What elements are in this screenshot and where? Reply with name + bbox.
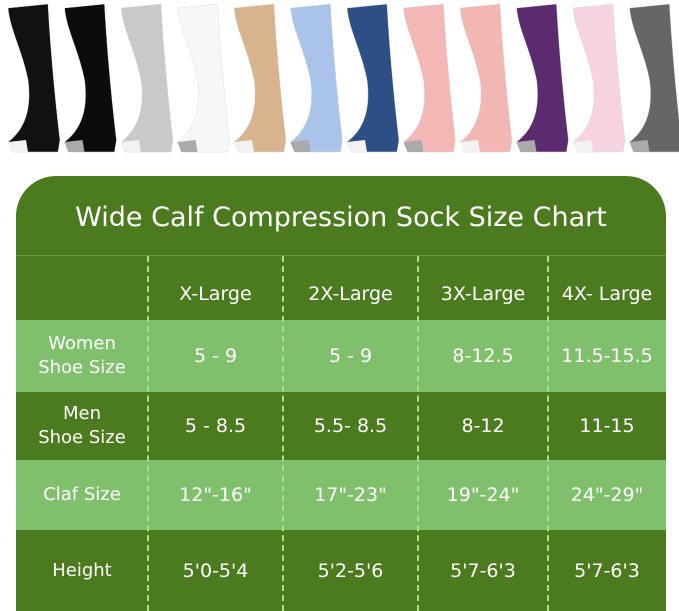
sock bbox=[64, 3, 117, 153]
sock-toe bbox=[8, 140, 28, 152]
sock-toe bbox=[234, 140, 254, 152]
col-header: 3X-Large bbox=[440, 283, 526, 305]
sock-toe bbox=[347, 140, 367, 152]
sock bbox=[403, 3, 456, 153]
sock-toe bbox=[403, 140, 424, 152]
table-cell: 24"-29" bbox=[570, 484, 644, 506]
sock-toe bbox=[573, 140, 593, 152]
row-label-line: Men bbox=[62, 403, 101, 424]
table-cell: 5.5- 8.5 bbox=[313, 415, 388, 437]
row-label-line: Shoe Size bbox=[38, 357, 126, 378]
socks-product-photo bbox=[7, 3, 679, 153]
col-header: 2X-Large bbox=[308, 283, 393, 305]
sock-toe bbox=[516, 140, 537, 152]
sock bbox=[346, 3, 400, 153]
sock-toe bbox=[121, 140, 141, 152]
table-cell: 5'0-5'4 bbox=[182, 559, 249, 582]
sock-toe bbox=[64, 140, 85, 152]
col-header: 4X- Large bbox=[561, 283, 653, 305]
table-row: Men Shoe Size 5 - 8.5 5.5- 8.5 8-12 11-15 bbox=[16, 392, 666, 460]
sock-toe bbox=[460, 140, 480, 152]
table-row: Claf Size 12"-16" 17"-23" 19"-24" 24"-29" bbox=[16, 460, 666, 530]
table-cell: 8-12.5 bbox=[452, 345, 514, 367]
sock bbox=[7, 3, 61, 153]
table-cell: 12"-16" bbox=[179, 484, 252, 506]
row-label: Height bbox=[16, 530, 148, 611]
sock bbox=[120, 3, 174, 153]
row-label-line: Claf Size bbox=[43, 484, 121, 505]
table-cell: 11-15 bbox=[579, 415, 635, 437]
sock bbox=[629, 3, 679, 153]
sock bbox=[177, 3, 230, 153]
sock bbox=[290, 3, 343, 153]
sock bbox=[572, 3, 626, 153]
row-label-line: Women bbox=[48, 333, 116, 354]
table-cell: 5 - 9 bbox=[328, 345, 373, 367]
header-row: X-Large 2X-Large 3X-Large 4X- Large bbox=[16, 256, 666, 320]
row-label-line: Shoe Size bbox=[38, 427, 126, 448]
row-label: Women Shoe Size bbox=[16, 320, 148, 392]
sock-toe bbox=[629, 140, 650, 152]
table-cell: 8-12 bbox=[461, 415, 505, 437]
table-cell: 11.5-15.5 bbox=[561, 345, 653, 367]
table-cell: 5 - 9 bbox=[193, 345, 238, 367]
table-row: Height 5'0-5'4 5'2-5'6 5'7-6'3 5'7-6'3 bbox=[16, 530, 666, 611]
size-chart: Wide Calf Compression Sock Size Chart X-… bbox=[16, 176, 666, 611]
sock bbox=[459, 3, 513, 153]
sock bbox=[516, 3, 569, 153]
sock-toe bbox=[290, 140, 311, 152]
sock-toe bbox=[177, 140, 198, 152]
chart-title: Wide Calf Compression Sock Size Chart bbox=[75, 202, 607, 233]
col-header: X-Large bbox=[179, 283, 252, 305]
table-cell: 5'2-5'6 bbox=[317, 559, 384, 582]
table-row: Women Shoe Size 5 - 9 5 - 9 8-12.5 11.5-15.5 bbox=[16, 320, 666, 392]
row-label-line: Height bbox=[52, 559, 112, 581]
table-cell: 19"-24" bbox=[446, 484, 520, 506]
table-cell: 5'7-6'3 bbox=[450, 559, 516, 582]
table-cell: 5 - 8.5 bbox=[184, 415, 247, 437]
row-label: Claf Size bbox=[16, 460, 148, 530]
sock bbox=[233, 3, 287, 153]
table-cell: 5'7-6'3 bbox=[574, 559, 640, 582]
row-label: Men Shoe Size bbox=[16, 392, 148, 460]
table-cell: 17"-23" bbox=[314, 484, 387, 506]
